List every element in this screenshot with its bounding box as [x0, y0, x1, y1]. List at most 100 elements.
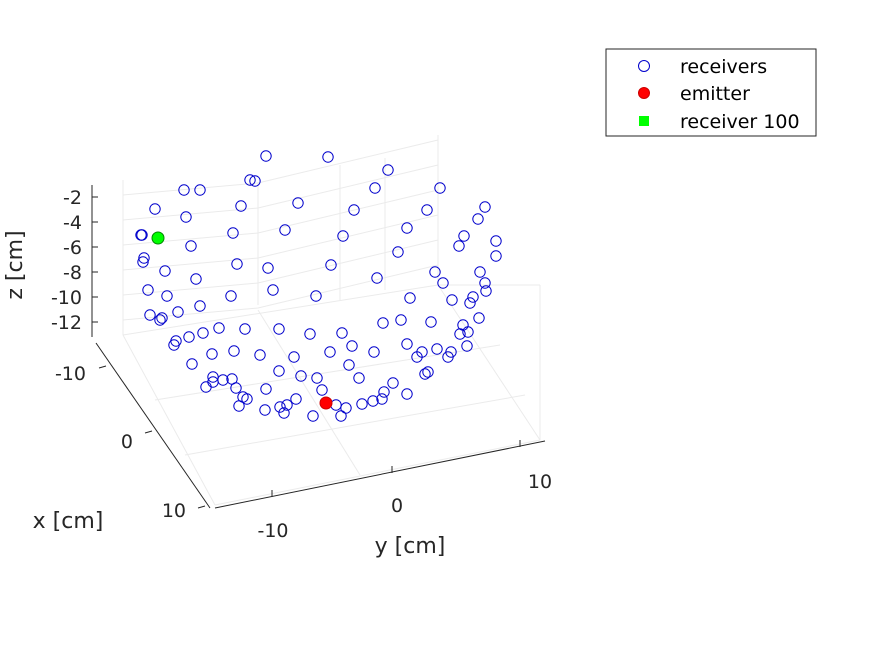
point-receivers	[437, 277, 449, 289]
point-receivers	[419, 368, 431, 380]
point-receivers	[337, 230, 349, 242]
point-receivers	[490, 250, 502, 262]
point-receivers	[186, 358, 198, 370]
point-receivers	[369, 182, 381, 194]
point-receivers	[401, 388, 413, 400]
point-receivers	[387, 377, 399, 389]
point-receivers	[228, 345, 240, 357]
point-receivers	[260, 383, 272, 395]
x-tick-label: -10	[55, 363, 86, 385]
point-receivers	[307, 410, 319, 422]
point-receivers	[324, 346, 336, 358]
point-receivers	[442, 351, 454, 363]
point-receivers	[168, 339, 180, 351]
point-receivers	[274, 401, 286, 413]
point-receivers	[137, 256, 149, 268]
legend-marker-receivers	[638, 60, 650, 72]
point-receivers	[480, 285, 492, 297]
z-axis-label: z [cm]	[3, 230, 28, 299]
point-receivers	[156, 312, 168, 324]
point-receivers	[183, 331, 195, 343]
point-receivers	[254, 349, 266, 361]
point-receivers	[322, 151, 334, 163]
point-receivers	[304, 328, 316, 340]
point-receivers	[404, 292, 416, 304]
point-receivers	[336, 327, 348, 339]
point-receivers	[225, 290, 237, 302]
point-receivers	[197, 327, 209, 339]
point-receivers	[260, 150, 272, 162]
point-receivers	[335, 410, 347, 422]
point-receivers	[378, 386, 390, 398]
legend: receivers emitter receiver 100	[605, 48, 817, 137]
z-tick-label: -2	[63, 187, 82, 209]
point-receivers	[227, 227, 239, 239]
grid-line	[257, 309, 361, 476]
point-receivers	[421, 204, 433, 216]
point-receivers	[401, 338, 413, 350]
grid-line	[122, 264, 439, 321]
point-receivers	[453, 240, 465, 252]
grid-line	[122, 214, 439, 271]
point-receivers	[311, 372, 323, 384]
point-receivers	[411, 351, 423, 363]
point-receivers	[273, 365, 285, 377]
point-receivers	[343, 359, 355, 371]
z-tick-label: -4	[63, 212, 82, 234]
point-receivers	[207, 371, 219, 383]
point-receivers	[454, 328, 466, 340]
grid-line	[122, 239, 439, 296]
point-receivers	[461, 340, 473, 352]
x-tick-label: 0	[121, 431, 133, 453]
point-receivers	[474, 266, 486, 278]
point-receivers	[185, 240, 197, 252]
point-receivers	[392, 246, 404, 258]
point-receivers	[429, 266, 441, 278]
point-receivers	[194, 184, 206, 196]
point-receivers	[325, 259, 337, 271]
x-tick-label: 10	[162, 500, 186, 522]
axes-grid	[122, 135, 541, 506]
point-receivers	[279, 224, 291, 236]
legend-marker-receiver-100	[639, 116, 649, 126]
point-receivers	[431, 343, 443, 355]
point-receivers	[310, 290, 322, 302]
legend-marker-emitter	[638, 87, 650, 99]
point-receivers	[290, 393, 302, 405]
y-tick-label: -10	[257, 520, 288, 542]
point-receivers	[213, 322, 225, 334]
point-receivers	[142, 284, 154, 296]
point-receivers	[340, 402, 352, 414]
point-receivers	[434, 182, 446, 194]
z-tick-label: -6	[63, 237, 82, 259]
data-points	[135, 150, 502, 422]
point-receivers	[490, 235, 502, 247]
grid-line	[154, 344, 501, 401]
y-axis-line	[214, 440, 546, 509]
z-tick-label: -10	[51, 287, 82, 309]
point-receivers	[377, 317, 389, 329]
point-receivers	[473, 312, 485, 324]
point-receivers	[458, 230, 470, 242]
z-tick-labels: -2 -4 -6 -8 -10 -12	[51, 187, 82, 334]
grid-line	[122, 139, 439, 196]
point-receivers	[267, 284, 279, 296]
point-receivers	[244, 174, 256, 186]
y-tick-label: 0	[391, 495, 403, 517]
point-receivers	[149, 203, 161, 215]
point-receivers	[425, 316, 437, 328]
point-receivers	[356, 398, 368, 410]
legend-label-receiver-100: receiver 100	[680, 111, 800, 133]
point-receivers	[382, 164, 394, 176]
point-receivers	[368, 346, 380, 358]
point-receivers	[348, 204, 360, 216]
point-receivers	[239, 323, 251, 335]
point-receivers	[446, 294, 458, 306]
point-receivers	[316, 384, 328, 396]
point-receivers	[367, 395, 379, 407]
point-receivers	[330, 399, 342, 411]
point-receivers	[138, 252, 150, 264]
point-receivers	[159, 265, 171, 277]
point-receivers	[479, 201, 491, 213]
